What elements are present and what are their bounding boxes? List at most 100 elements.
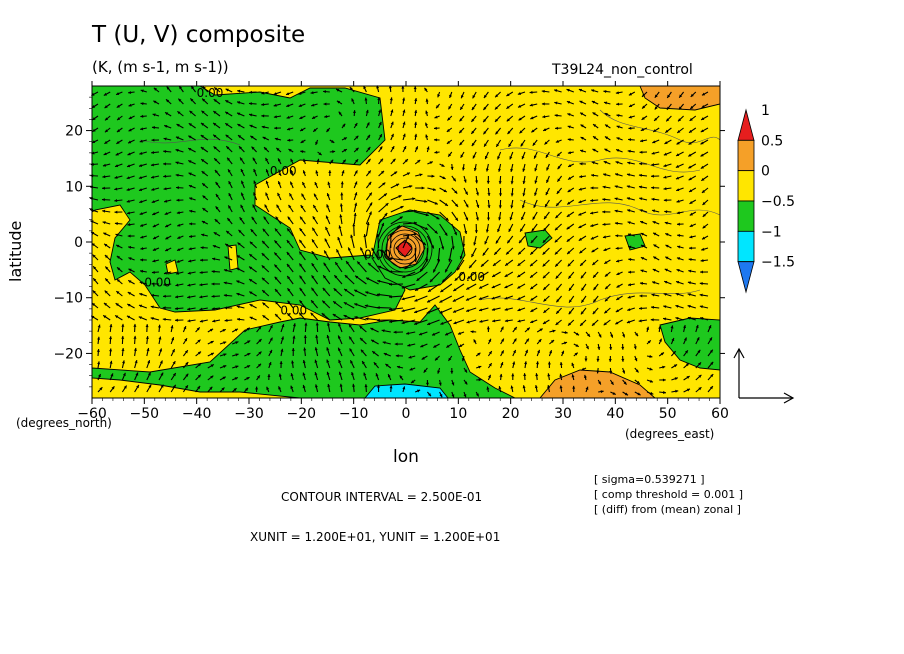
wind-arrow [511, 373, 515, 381]
wind-arrow [487, 187, 491, 196]
wind-arrow [337, 335, 343, 345]
wind-arrow [578, 211, 587, 216]
wind-arrow [164, 223, 172, 228]
wind-arrow [427, 211, 440, 220]
wind-arrow [223, 268, 233, 273]
wind-arrow [592, 148, 599, 153]
wind-arrow [211, 270, 221, 274]
wind-arrow [109, 348, 113, 357]
wind-arrow [175, 136, 184, 141]
wind-arrow [402, 97, 406, 105]
wind-arrow [555, 307, 563, 315]
wind-arrow [651, 163, 660, 167]
wind-arrow [365, 192, 373, 201]
wind-arrow [700, 127, 709, 133]
wind-arrow [200, 146, 209, 153]
wind-arrow [121, 323, 125, 333]
wind-arrow [659, 365, 666, 369]
wind-arrow [402, 221, 417, 225]
wind-arrow [451, 199, 459, 208]
wind-arrow [579, 259, 587, 267]
wind-arrow [316, 158, 320, 165]
wind-arrow [287, 216, 294, 225]
wind-arrow [250, 135, 257, 141]
wind-arrow [628, 245, 635, 249]
wind-arrow [207, 363, 215, 369]
wind-arrow [249, 291, 257, 297]
wind-arrow [162, 317, 172, 321]
wind-arrow [628, 103, 636, 108]
wind-arrow [426, 146, 430, 153]
wind-arrow [517, 307, 526, 312]
wind-arrow [609, 331, 614, 338]
wind-arrow [434, 115, 440, 119]
wind-arrow [395, 354, 404, 358]
wind-arrow [256, 375, 261, 381]
wind-arrow [104, 290, 111, 297]
wind-arrow [390, 121, 394, 129]
wind-arrow [439, 163, 445, 168]
wind-arrow [97, 361, 101, 369]
wind-arrow [249, 303, 257, 309]
wind-arrow [323, 262, 331, 273]
wind-arrow [175, 318, 184, 322]
wind-arrow [139, 269, 147, 273]
wind-arrow [626, 173, 635, 177]
wind-arrow [389, 97, 393, 105]
wind-arrow [249, 241, 257, 249]
wind-arrow [459, 103, 465, 111]
wind-arrow [689, 211, 697, 216]
wind-arrow [299, 115, 306, 120]
wind-arrow [459, 247, 465, 260]
wind-arrow [530, 307, 538, 313]
wind-arrow [426, 295, 440, 303]
wind-arrow [341, 159, 347, 165]
wind-arrow [487, 374, 492, 381]
wind-arrow [640, 256, 648, 261]
wind-arrow [175, 148, 184, 153]
wind-arrow [536, 338, 542, 345]
wind-arrow [343, 301, 355, 309]
wind-arrow [388, 295, 404, 299]
wind-arrow [404, 259, 416, 270]
wind-arrow [688, 163, 697, 169]
wind-arrow [448, 355, 453, 362]
wind-arrow [163, 162, 172, 166]
wind-arrow [545, 187, 550, 196]
wind-arrow [675, 151, 684, 157]
wind-arrow [109, 336, 113, 345]
wind-arrow [535, 373, 539, 381]
wind-arrow [614, 209, 623, 213]
wind-arrow [158, 348, 163, 357]
wind-arrow [459, 115, 465, 122]
wind-arrow [390, 158, 396, 165]
wind-arrow [402, 109, 406, 117]
wind-arrow [182, 384, 189, 393]
wind-arrow [310, 312, 318, 321]
wind-arrow [310, 299, 319, 309]
wind-arrow [475, 352, 481, 357]
wind-arrow [414, 283, 428, 292]
wind-arrow [225, 145, 233, 153]
wind-arrow [663, 187, 672, 191]
wind-arrow [468, 259, 477, 269]
wind-arrow [389, 385, 393, 393]
wind-arrow [290, 169, 294, 177]
core-contour [381, 225, 429, 273]
wind-arrow [163, 199, 172, 203]
wind-arrow [286, 227, 294, 237]
wind-arrow [152, 235, 160, 240]
wind-arrow [115, 151, 123, 156]
wind-arrow [304, 322, 308, 333]
wind-arrow [244, 365, 251, 369]
wind-arrow [114, 187, 123, 191]
wind-arrow [158, 336, 162, 345]
wind-arrow [591, 319, 599, 327]
wind-arrow [517, 319, 526, 323]
wind-arrow [151, 199, 160, 204]
wind-arrow [213, 98, 221, 105]
wind-arrow [542, 115, 550, 119]
colorbar-segment [737, 230, 755, 263]
wind-arrow [522, 385, 526, 393]
wind-arrow [236, 267, 245, 273]
